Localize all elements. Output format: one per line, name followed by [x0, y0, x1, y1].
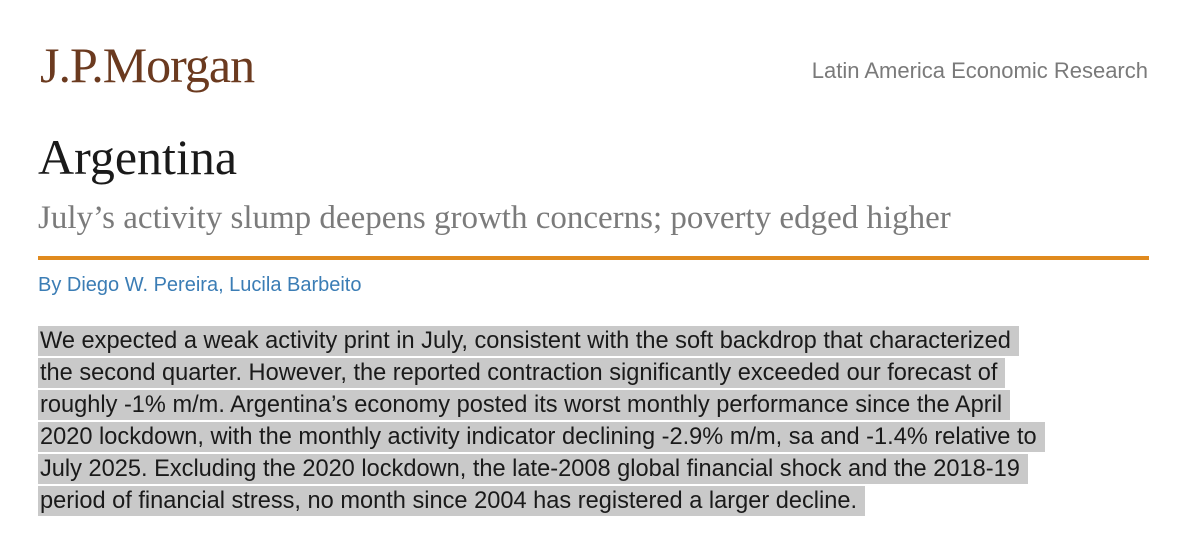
- paragraph: We expected a weak activity print in Jul…: [38, 325, 1045, 517]
- highlighted-text: roughly -1% m/m. Argentina’s economy pos…: [38, 390, 1011, 420]
- series-name: Latin America Economic Research: [811, 58, 1148, 83]
- highlighted-text: July 2025. Excluding the 2020 lockdown, …: [38, 454, 1028, 484]
- text-line: We expected a weak activity print in Jul…: [38, 325, 1045, 357]
- logo: J.P.Morgan: [40, 37, 255, 93]
- text-line: roughly -1% m/m. Argentina’s economy pos…: [38, 389, 1045, 421]
- text-line: the second quarter. However, the reporte…: [38, 357, 1045, 389]
- highlighted-text: period of financial stress, no month sin…: [38, 486, 866, 516]
- text-line: July 2025. Excluding the 2020 lockdown, …: [38, 453, 1045, 485]
- title: Argentina: [38, 129, 238, 185]
- highlighted-text: the second quarter. However, the reporte…: [38, 358, 1006, 388]
- divider: [38, 256, 1149, 260]
- text-line: 2020 lockdown, with the monthly activity…: [38, 421, 1045, 453]
- highlighted-text: We expected a weak activity print in Jul…: [38, 326, 1019, 356]
- authors: By Diego W. Pereira, Lucila Barbeito: [38, 274, 362, 296]
- subtitle: July’s activity slump deepens growth con…: [38, 200, 951, 236]
- highlighted-text: 2020 lockdown, with the monthly activity…: [38, 422, 1045, 452]
- text-line: period of financial stress, no month sin…: [38, 485, 1045, 517]
